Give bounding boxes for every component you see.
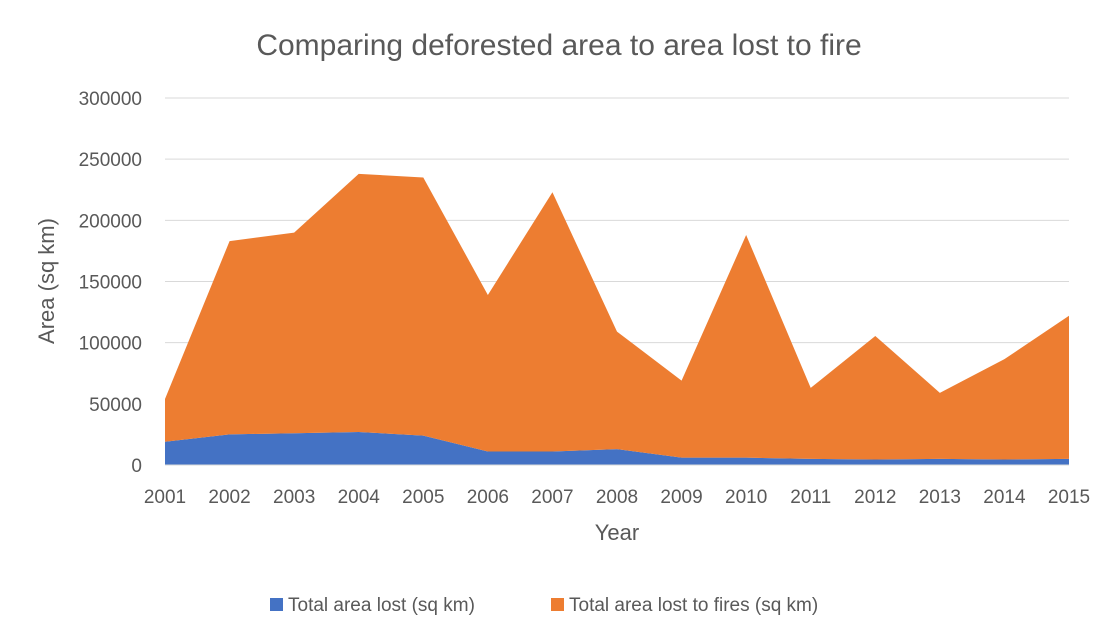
x-tick-label: 2001 [144, 487, 186, 508]
legend-label: Total area lost to fires (sq km) [569, 595, 818, 616]
legend-item: Total area lost (sq km) [270, 595, 475, 616]
x-tick-label: 2006 [467, 487, 509, 508]
chart-title: Comparing deforested area to area lost t… [256, 29, 861, 62]
x-tick-label: 2013 [919, 487, 961, 508]
x-tick-label: 2008 [596, 487, 638, 508]
x-tick-label: 2009 [660, 487, 702, 508]
legend-item: Total area lost to fires (sq km) [551, 595, 818, 616]
x-axis-ticks: 2001 2002 2003 2004 2005 2006 2007 2008 2009 2010… [144, 487, 1090, 508]
x-tick-label: 2007 [531, 487, 573, 508]
legend-label: Total area lost (sq km) [288, 595, 475, 616]
plot-areas [165, 173, 1069, 466]
x-tick-label: 2005 [402, 487, 444, 508]
x-tick-label: 2012 [854, 487, 896, 508]
series-area-1 [165, 431, 1069, 465]
x-tick-label: 2002 [208, 487, 250, 508]
x-tick-label: 2014 [983, 487, 1026, 508]
y-tick-label: 50000 [89, 395, 142, 416]
y-tick-label: 150000 [79, 273, 142, 294]
legend-swatch [270, 598, 283, 611]
x-tick-label: 2004 [338, 487, 381, 508]
y-axis-label: Area (sq km) [34, 218, 59, 344]
x-tick-label: 2010 [725, 487, 767, 508]
y-tick-label: 0 [131, 456, 142, 477]
legend-swatch [551, 598, 564, 611]
x-axis-label: Year [595, 520, 639, 545]
x-tick-label: 2011 [790, 487, 831, 508]
series-area-2 [165, 173, 1069, 460]
x-tick-label: 2003 [273, 487, 315, 508]
y-tick-label: 200000 [79, 211, 142, 232]
y-axis-ticks: 0 50000 100000 150000 200000 250000 300000 [79, 89, 142, 477]
y-tick-label: 300000 [79, 89, 142, 110]
y-tick-label: 100000 [79, 334, 142, 355]
y-tick-label: 250000 [79, 150, 142, 171]
x-tick-label: 2015 [1048, 487, 1090, 508]
legend: Total area lost (sq km) Total area lost t… [270, 595, 818, 616]
